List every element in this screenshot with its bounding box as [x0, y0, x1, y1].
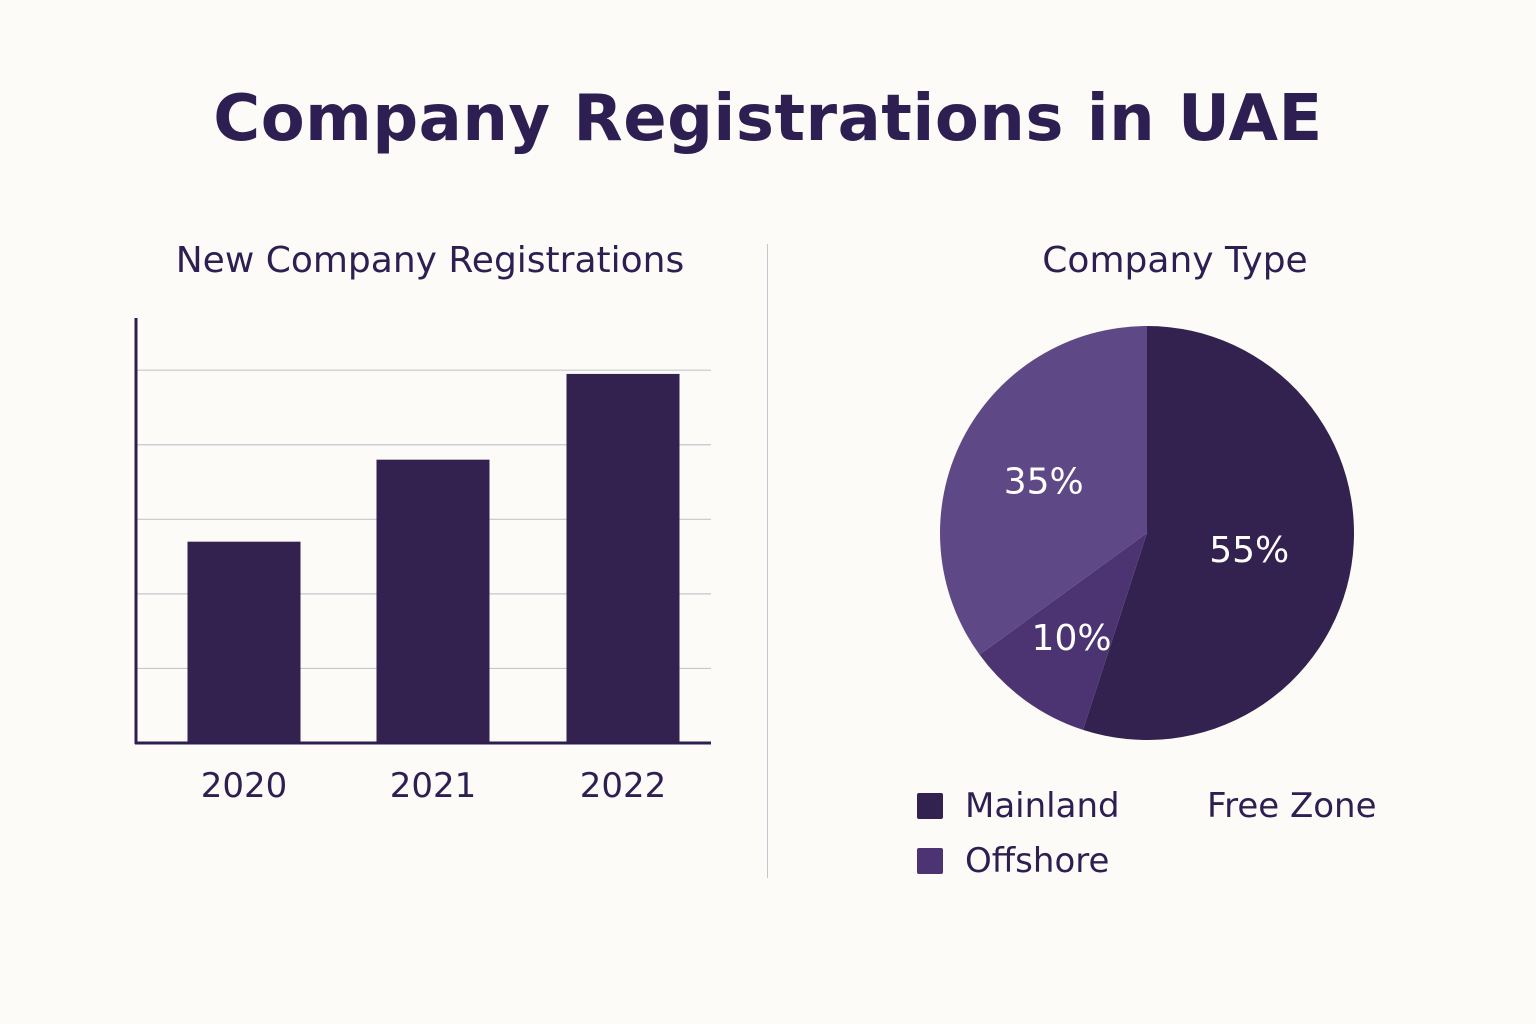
bar-chart-title: New Company Registrations — [175, 240, 685, 281]
legend-swatch — [917, 848, 943, 874]
legend-swatch — [917, 793, 943, 819]
pie-slice-mainland — [1083, 326, 1355, 740]
legend-item-mainland: Mainland — [917, 786, 1120, 826]
bar-2021 — [376, 459, 490, 743]
x-tick-label: 2020 — [201, 766, 288, 806]
legend-label: Offshore — [965, 841, 1110, 881]
bar-2022 — [566, 373, 680, 743]
bar-2020 — [187, 541, 301, 743]
panel-divider — [767, 244, 768, 878]
pie-data-label: 55% — [1209, 530, 1289, 571]
legend-label: Free Zone — [1207, 786, 1377, 826]
pie-slice-free-zone — [939, 326, 1147, 655]
legend-item-free-zone: Free Zone — [1207, 786, 1377, 826]
pie-chart-title: Company Type — [1042, 240, 1308, 281]
pie-data-label: 10% — [1032, 618, 1112, 659]
legend-label: Mainland — [965, 786, 1120, 826]
x-tick-label: 2021 — [390, 766, 477, 806]
pie-data-label: 35% — [1004, 461, 1084, 502]
pie-slice-offshore — [979, 533, 1147, 730]
page-title: Company Registrations in UAE — [213, 82, 1323, 156]
legend-item-offshore: Offshore — [917, 841, 1109, 881]
x-tick-label: 2022 — [580, 766, 667, 806]
